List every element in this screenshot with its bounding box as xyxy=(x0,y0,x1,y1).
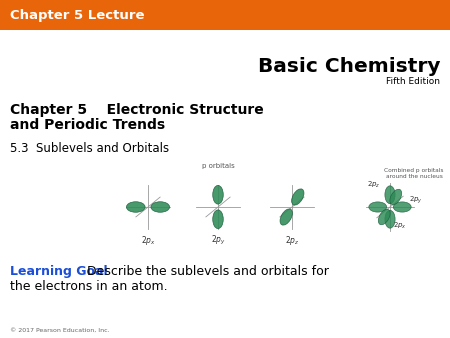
Ellipse shape xyxy=(126,202,145,212)
Text: $2p_y$: $2p_y$ xyxy=(409,195,423,206)
Text: Learning Goal: Learning Goal xyxy=(10,265,108,278)
Text: Basic Chemistry: Basic Chemistry xyxy=(257,57,440,76)
FancyBboxPatch shape xyxy=(0,0,450,30)
Ellipse shape xyxy=(369,202,387,212)
Text: Describe the sublevels and orbitals for: Describe the sublevels and orbitals for xyxy=(83,265,329,278)
Ellipse shape xyxy=(280,209,292,225)
Text: $2p_x$: $2p_x$ xyxy=(393,220,407,231)
Text: $2p_z$: $2p_z$ xyxy=(367,179,381,190)
Text: Chapter 5 Lecture: Chapter 5 Lecture xyxy=(10,9,144,22)
Ellipse shape xyxy=(390,189,402,205)
Text: the electrons in an atom.: the electrons in an atom. xyxy=(10,280,167,293)
Ellipse shape xyxy=(151,202,170,212)
Text: $2p_y$: $2p_y$ xyxy=(211,234,225,247)
Ellipse shape xyxy=(385,186,395,204)
Ellipse shape xyxy=(213,210,223,228)
Text: p orbitals: p orbitals xyxy=(202,163,234,169)
Text: Combined p orbitals
around the nucleus: Combined p orbitals around the nucleus xyxy=(383,168,443,179)
Ellipse shape xyxy=(292,189,304,205)
Ellipse shape xyxy=(378,209,390,225)
Text: $2p_x$: $2p_x$ xyxy=(140,234,155,247)
Text: © 2017 Pearson Education, Inc.: © 2017 Pearson Education, Inc. xyxy=(10,328,110,333)
Text: Fifth Edition: Fifth Edition xyxy=(386,77,440,87)
Text: Chapter 5    Electronic Structure: Chapter 5 Electronic Structure xyxy=(10,103,264,117)
Text: 5.3  Sublevels and Orbitals: 5.3 Sublevels and Orbitals xyxy=(10,142,169,155)
Text: and Periodic Trends: and Periodic Trends xyxy=(10,118,165,132)
Ellipse shape xyxy=(393,202,411,212)
Ellipse shape xyxy=(385,210,395,228)
Text: $2p_z$: $2p_z$ xyxy=(285,234,299,247)
Ellipse shape xyxy=(213,186,223,204)
